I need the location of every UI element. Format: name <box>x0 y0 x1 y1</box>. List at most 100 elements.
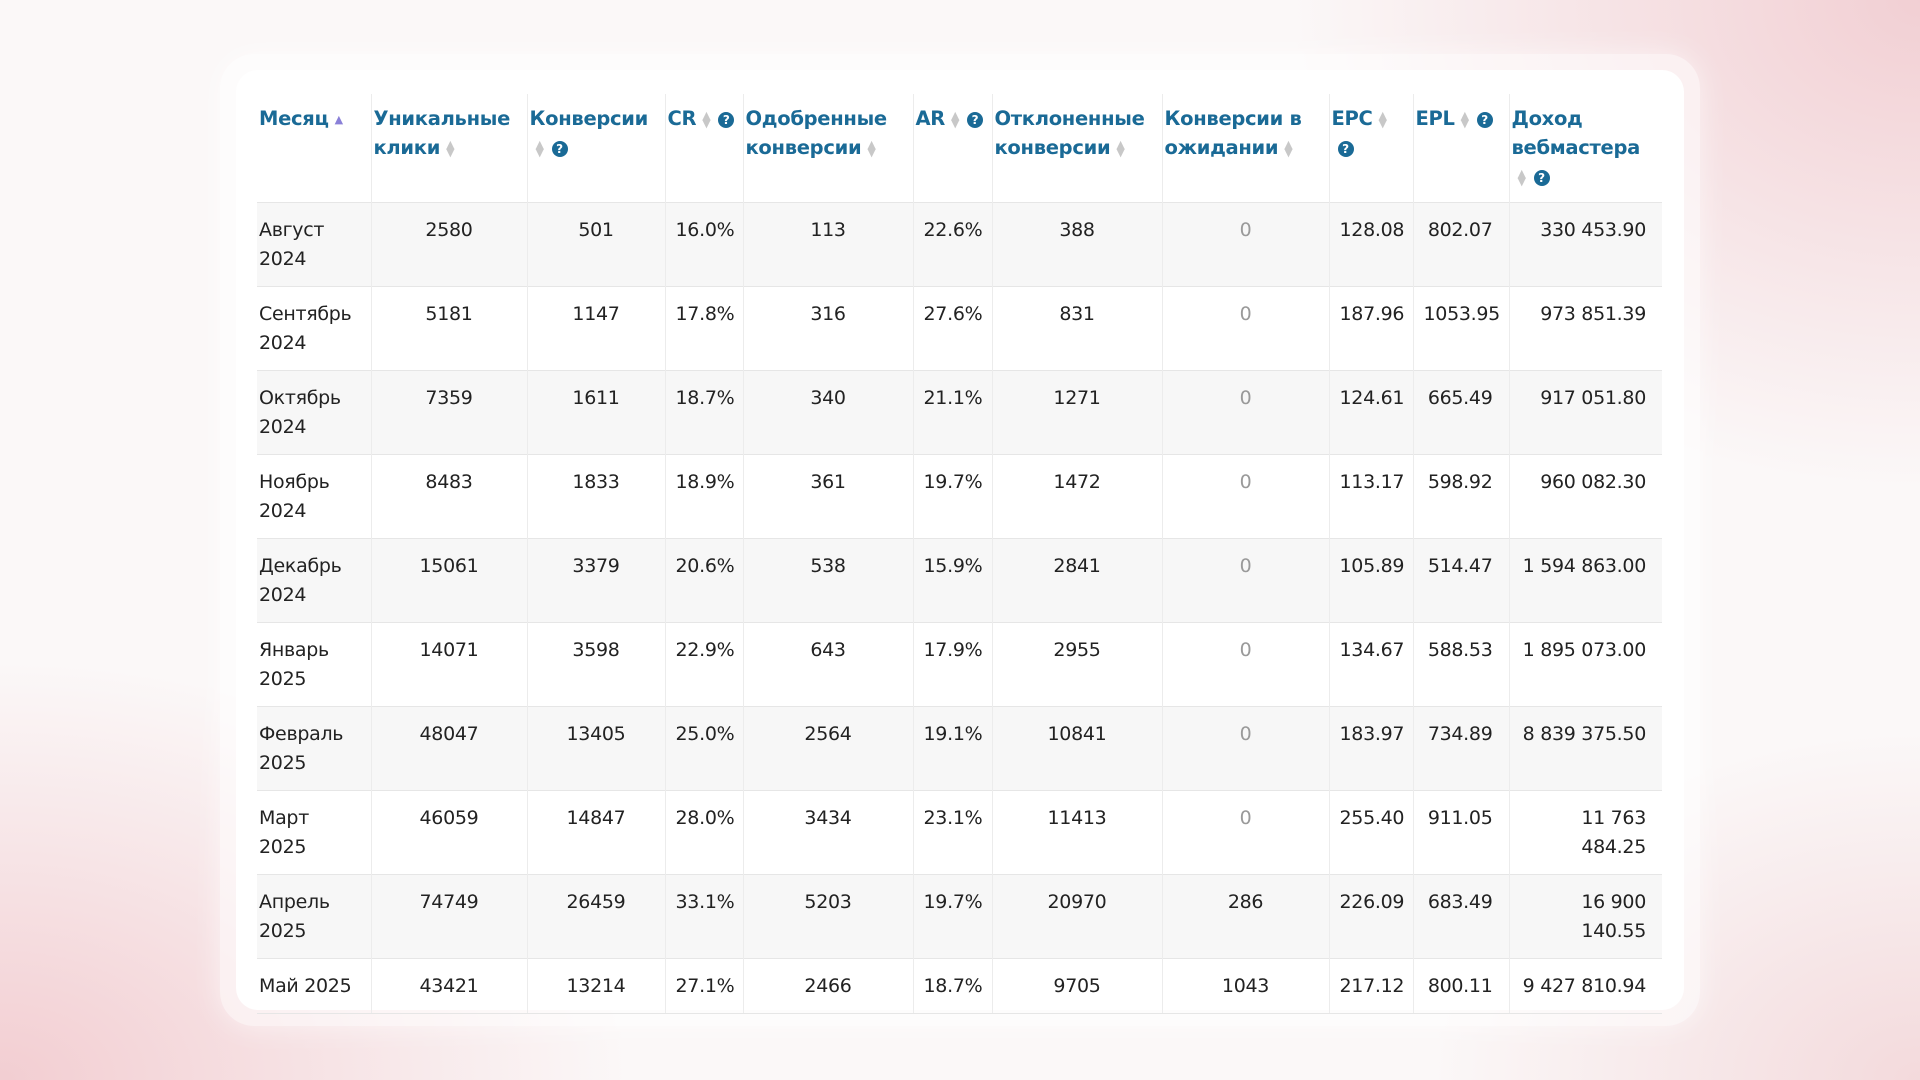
value-cell: 17.8% <box>664 286 743 371</box>
value-cell: 7359 <box>370 370 527 455</box>
value-cell: 973 851.39 <box>1508 286 1662 371</box>
value-cell: 74749 <box>370 874 527 959</box>
value-cell: 1 594 863.00 <box>1508 538 1662 623</box>
value-cell: 18.7% <box>664 370 743 455</box>
sort-icon[interactable]: ▲ ▼ <box>1116 137 1125 159</box>
sort-icon[interactable]: ▲ ▼ <box>1517 166 1526 188</box>
value-cell: 0 <box>1161 286 1329 371</box>
help-icon[interactable]: ? <box>1476 111 1493 128</box>
column-header-3[interactable]: CR ▲ ▼? <box>664 94 743 203</box>
help-icon[interactable]: ? <box>718 111 735 128</box>
value-cell: 598.92 <box>1412 454 1509 539</box>
value-cell: 0 <box>1161 790 1329 875</box>
column-header-label: EPC <box>1331 107 1373 130</box>
value-cell: 113 <box>742 202 913 287</box>
month-cell: Февраль 2025 <box>257 706 371 791</box>
value-cell: 286 <box>1161 874 1329 959</box>
month-cell: Август 2024 <box>257 202 371 287</box>
value-cell: 255.40 <box>1328 790 1413 875</box>
sort-icon[interactable]: ▲ ▼ <box>702 108 711 130</box>
value-cell: 134.67 <box>1328 622 1413 707</box>
value-cell: 19.7% <box>912 454 992 539</box>
column-header-label: Одобренные конверсии <box>745 107 888 159</box>
value-cell: 48047 <box>370 706 527 791</box>
column-header-5[interactable]: AR ▲ ▼? <box>912 94 992 203</box>
value-cell: 802.07 <box>1412 202 1509 287</box>
value-cell: 9705 <box>991 958 1162 1014</box>
month-cell: Март 2025 <box>257 790 371 875</box>
table-row: Октябрь 2024 7359 1611 18.7% 340 21.1% 1271 0 12… <box>257 370 1662 455</box>
value-cell: 388 <box>991 202 1162 287</box>
table-row: Сентябрь 2024 5181 1147 17.8% 316 27.6% 831 0 18… <box>257 286 1662 371</box>
column-header-9[interactable]: EPL ▲ ▼? <box>1412 94 1509 203</box>
value-cell: 0 <box>1161 370 1329 455</box>
value-cell: 43421 <box>370 958 527 1014</box>
value-cell: 2466 <box>742 958 913 1014</box>
table-row: Февраль 2025 48047 13405 25.0% 2564 19.1% 1084… <box>257 706 1662 791</box>
help-icon[interactable]: ? <box>551 140 568 157</box>
value-cell: 8 839 375.50 <box>1508 706 1662 791</box>
value-cell: 13214 <box>526 958 665 1014</box>
month-cell: Ноябрь 2024 <box>257 454 371 539</box>
value-cell: 2580 <box>370 202 527 287</box>
column-header-label: CR <box>667 107 697 130</box>
value-cell: 643 <box>742 622 913 707</box>
value-cell: 1 895 073.00 <box>1508 622 1662 707</box>
value-cell: 8483 <box>370 454 527 539</box>
value-cell: 3434 <box>742 790 913 875</box>
value-cell: 19.1% <box>912 706 992 791</box>
value-cell: 340 <box>742 370 913 455</box>
value-cell: 217.12 <box>1328 958 1413 1014</box>
column-header-10[interactable]: Доход вебмастера ▲ ▼? <box>1508 94 1662 203</box>
column-header-label: Уникальные клики <box>373 107 511 159</box>
column-header-label: AR <box>915 107 946 130</box>
value-cell: 588.53 <box>1412 622 1509 707</box>
table-body: Август 2024 2580 501 16.0% 113 22.6% 388 0 128.0… <box>257 202 1662 1014</box>
sort-icon[interactable]: ▲ ▼ <box>535 137 544 159</box>
value-cell: 0 <box>1161 454 1329 539</box>
header-row: Месяц ▲ Уникальные клики ▲ ▼ Конверсии▲ ▼? CR ▲ ▼… <box>257 94 1662 203</box>
sort-icon[interactable]: ▲ ▼ <box>446 137 455 159</box>
table-row: Декабрь 2024 15061 3379 20.6% 538 15.9% 2841 0 1… <box>257 538 1662 623</box>
month-cell: Сентябрь 2024 <box>257 286 371 371</box>
value-cell: 22.6% <box>912 202 992 287</box>
value-cell: 187.96 <box>1328 286 1413 371</box>
value-cell: 3598 <box>526 622 665 707</box>
value-cell: 316 <box>742 286 913 371</box>
column-header-6[interactable]: Отклоненные конверсии ▲ ▼ <box>991 94 1162 203</box>
value-cell: 960 082.30 <box>1508 454 1662 539</box>
help-icon[interactable]: ? <box>967 111 984 128</box>
sort-icon[interactable]: ▲ ▼ <box>951 108 960 130</box>
value-cell: 10841 <box>991 706 1162 791</box>
value-cell: 917 051.80 <box>1508 370 1662 455</box>
value-cell: 27.1% <box>664 958 743 1014</box>
table-row: Ноябрь 2024 8483 1833 18.9% 361 19.7% 1472 0 113… <box>257 454 1662 539</box>
value-cell: 501 <box>526 202 665 287</box>
value-cell: 23.1% <box>912 790 992 875</box>
column-header-8[interactable]: EPC ▲ ▼? <box>1328 94 1413 203</box>
sort-asc-icon[interactable]: ▲ <box>334 112 343 126</box>
value-cell: 911.05 <box>1412 790 1509 875</box>
value-cell: 25.0% <box>664 706 743 791</box>
column-header-7[interactable]: Конверсии в ожидании ▲ ▼ <box>1161 94 1329 203</box>
sort-icon[interactable]: ▲ ▼ <box>1378 108 1387 130</box>
stats-table: Месяц ▲ Уникальные клики ▲ ▼ Конверсии▲ ▼? CR ▲ ▼… <box>257 94 1662 1014</box>
help-icon[interactable]: ? <box>1337 140 1354 157</box>
help-icon[interactable]: ? <box>1533 169 1550 186</box>
value-cell: 128.08 <box>1328 202 1413 287</box>
value-cell: 15.9% <box>912 538 992 623</box>
value-cell: 361 <box>742 454 913 539</box>
table-row: Апрель 2025 74749 26459 33.1% 5203 19.7% 20970… <box>257 874 1662 959</box>
column-header-label: Доход вебмастера <box>1511 107 1641 159</box>
column-header-2[interactable]: Конверсии ▲ ▼? <box>526 94 665 203</box>
sort-icon[interactable]: ▲ ▼ <box>867 137 876 159</box>
sort-icon[interactable]: ▲ ▼ <box>1460 108 1469 130</box>
value-cell: 21.1% <box>912 370 992 455</box>
column-header-0[interactable]: Месяц ▲ <box>257 94 371 203</box>
column-header-4[interactable]: Одобренные конверсии ▲ ▼ <box>742 94 913 203</box>
value-cell: 800.11 <box>1412 958 1509 1014</box>
sort-icon[interactable]: ▲ ▼ <box>1284 137 1293 159</box>
value-cell: 22.9% <box>664 622 743 707</box>
value-cell: 16 900 140.55 <box>1508 874 1662 959</box>
column-header-1[interactable]: Уникальные клики ▲ ▼ <box>370 94 527 203</box>
